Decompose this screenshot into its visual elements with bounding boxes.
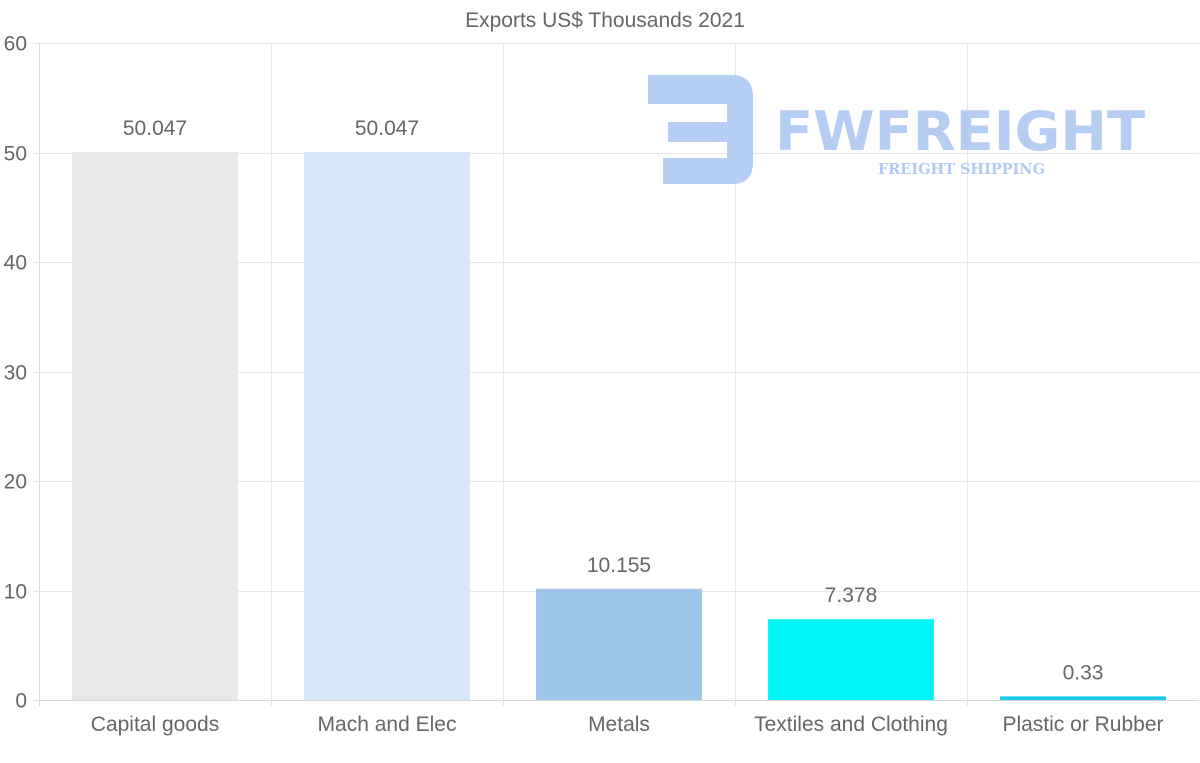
data-label: 0.33 — [1063, 661, 1104, 684]
y-tick-label: 60 — [4, 33, 27, 56]
y-tick-label: 30 — [4, 362, 27, 385]
x-tick-label: Metals — [588, 713, 650, 736]
y-tick-label: 40 — [4, 252, 27, 275]
y-tick-label: 50 — [4, 143, 27, 166]
x-tick-label: Mach and Elec — [318, 713, 457, 736]
data-label: 50.047 — [123, 117, 187, 140]
bar-textiles-and-clothing — [768, 619, 934, 700]
bar-metals — [536, 588, 702, 700]
x-axis: Capital goods Mach and Elec Metals Textiles… — [91, 713, 1164, 736]
data-label: 7.378 — [825, 584, 878, 607]
y-tick-label: 20 — [4, 471, 27, 494]
bar-mach-and-elec — [304, 151, 470, 700]
x-tick-label: Plastic or Rubber — [1002, 713, 1163, 736]
logo-icon — [648, 75, 753, 184]
y-tick-label: 10 — [4, 581, 27, 604]
data-label: 50.047 — [355, 117, 419, 140]
value-labels: 50.047 50.047 10.155 7.378 0.33 — [123, 117, 1104, 684]
bars — [72, 151, 1166, 700]
data-label: 10.155 — [587, 554, 651, 577]
x-tick-label: Capital goods — [91, 713, 219, 736]
y-axis: 0 10 20 30 40 50 60 — [4, 33, 27, 713]
chart-title: Exports US$ Thousands 2021 — [465, 9, 745, 32]
watermark-tagline: FREIGHT SHIPPING — [878, 160, 1045, 178]
bar-capital-goods — [72, 151, 238, 700]
watermark-name: FWFREIGHT — [775, 100, 1145, 163]
bar-plastic-or-rubber — [1000, 696, 1166, 700]
y-tick-label: 0 — [15, 690, 27, 713]
watermark: FWFREIGHT FREIGHT SHIPPING — [648, 75, 1145, 184]
x-tick-label: Textiles and Clothing — [754, 713, 948, 736]
